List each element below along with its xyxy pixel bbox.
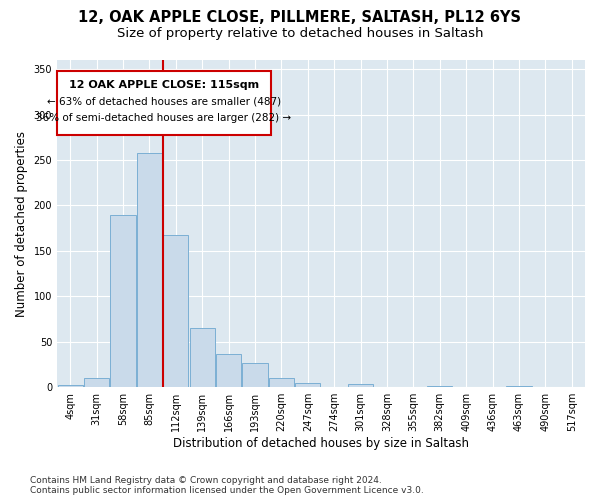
- Bar: [506, 386, 532, 387]
- Bar: [216, 354, 241, 387]
- Bar: [295, 382, 320, 387]
- Bar: [137, 152, 162, 387]
- Text: Size of property relative to detached houses in Saltash: Size of property relative to detached ho…: [117, 28, 483, 40]
- Bar: [269, 378, 294, 387]
- X-axis label: Distribution of detached houses by size in Saltash: Distribution of detached houses by size …: [173, 437, 469, 450]
- Bar: [84, 378, 109, 387]
- Bar: [163, 236, 188, 387]
- Text: Contains HM Land Registry data © Crown copyright and database right 2024.
Contai: Contains HM Land Registry data © Crown c…: [30, 476, 424, 495]
- Text: 12 OAK APPLE CLOSE: 115sqm: 12 OAK APPLE CLOSE: 115sqm: [69, 80, 259, 90]
- Text: 12, OAK APPLE CLOSE, PILLMERE, SALTASH, PL12 6YS: 12, OAK APPLE CLOSE, PILLMERE, SALTASH, …: [79, 10, 521, 25]
- Text: ← 63% of detached houses are smaller (487): ← 63% of detached houses are smaller (48…: [47, 97, 281, 107]
- Bar: [242, 362, 268, 387]
- FancyBboxPatch shape: [57, 72, 271, 136]
- Bar: [348, 384, 373, 387]
- Bar: [427, 386, 452, 387]
- Bar: [110, 214, 136, 387]
- Bar: [190, 328, 215, 387]
- Text: 36% of semi-detached houses are larger (282) →: 36% of semi-detached houses are larger (…: [37, 114, 292, 124]
- Y-axis label: Number of detached properties: Number of detached properties: [15, 130, 28, 316]
- Bar: [58, 386, 83, 387]
